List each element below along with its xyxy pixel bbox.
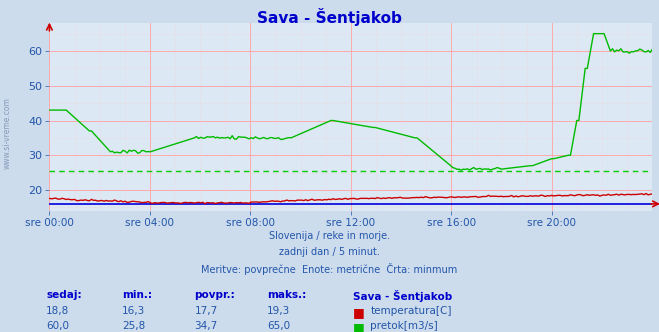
- Text: maks.:: maks.:: [267, 290, 306, 300]
- Text: www.si-vreme.com: www.si-vreme.com: [3, 97, 12, 169]
- Text: temperatura[C]: temperatura[C]: [370, 306, 452, 316]
- Text: ■: ■: [353, 306, 364, 319]
- Text: pretok[m3/s]: pretok[m3/s]: [370, 321, 438, 331]
- Text: ■: ■: [353, 321, 364, 332]
- Text: 18,8: 18,8: [46, 306, 69, 316]
- Text: 17,7: 17,7: [194, 306, 217, 316]
- Text: 19,3: 19,3: [267, 306, 290, 316]
- Text: Slovenija / reke in morje.: Slovenija / reke in morje.: [269, 231, 390, 241]
- Text: Sava - Šentjakob: Sava - Šentjakob: [353, 290, 452, 302]
- Text: sedaj:: sedaj:: [46, 290, 82, 300]
- Text: 25,8: 25,8: [122, 321, 145, 331]
- Text: 60,0: 60,0: [46, 321, 69, 331]
- Text: Meritve: povprečne  Enote: metrične  Črta: minmum: Meritve: povprečne Enote: metrične Črta:…: [202, 263, 457, 275]
- Text: Sava - Šentjakob: Sava - Šentjakob: [257, 8, 402, 26]
- Text: povpr.:: povpr.:: [194, 290, 235, 300]
- Text: 65,0: 65,0: [267, 321, 290, 331]
- Text: zadnji dan / 5 minut.: zadnji dan / 5 minut.: [279, 247, 380, 257]
- Text: 16,3: 16,3: [122, 306, 145, 316]
- Text: min.:: min.:: [122, 290, 152, 300]
- Text: 34,7: 34,7: [194, 321, 217, 331]
